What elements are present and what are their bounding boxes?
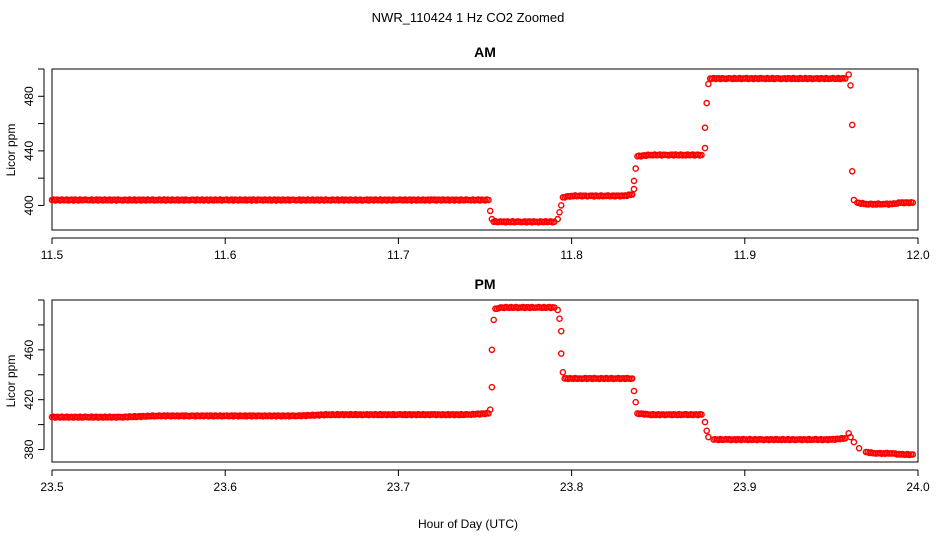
pm-y-tick-label: 420 bbox=[22, 389, 36, 409]
pm-data-point bbox=[630, 387, 638, 395]
am-data-point bbox=[630, 177, 638, 185]
pm-data-point bbox=[847, 433, 854, 441]
am-x-tick-label: 11.8 bbox=[560, 248, 583, 262]
pm-data-point bbox=[701, 418, 709, 426]
am-y-tick-label: 400 bbox=[22, 195, 36, 215]
am-data-point bbox=[557, 202, 565, 209]
am-data-point bbox=[847, 82, 854, 89]
pm-data-point bbox=[557, 350, 565, 357]
am-data-point bbox=[556, 208, 563, 216]
am-data-point bbox=[698, 151, 705, 159]
pm-data-point bbox=[628, 375, 636, 382]
pm-data-points bbox=[48, 303, 917, 459]
am-data-point bbox=[701, 144, 709, 152]
pm-panel: PM Licor ppm 23.5 23.6 23.7 23.8 23.9 24.0 380… bbox=[4, 276, 930, 494]
am-data-point bbox=[630, 185, 638, 193]
pm-panel-title: PM bbox=[475, 276, 496, 292]
pm-data-point bbox=[850, 438, 858, 446]
pm-x-tick-label: 23.7 bbox=[387, 480, 411, 494]
pm-data-point bbox=[909, 451, 917, 458]
pm-data-point bbox=[855, 444, 863, 452]
am-data-point bbox=[842, 75, 849, 82]
pm-data-point bbox=[486, 406, 494, 414]
x-axis-label: Hour of Day (UTC) bbox=[418, 517, 518, 531]
pm-x-tick-label: 23.8 bbox=[560, 480, 584, 494]
am-data-point bbox=[909, 199, 917, 206]
pm-data-point bbox=[554, 306, 562, 314]
am-data-point bbox=[628, 191, 636, 198]
am-y-axis-label: Licor ppm bbox=[4, 124, 18, 177]
am-data-point bbox=[486, 207, 494, 215]
pm-data-point bbox=[488, 346, 496, 354]
am-panel: AM Licor ppm 11.5 11.6 11.7 11.8 11.9 12.0 400… bbox=[4, 44, 930, 262]
pm-data-point bbox=[705, 433, 712, 441]
am-data-point bbox=[632, 165, 640, 172]
pm-y-tick-label: 460 bbox=[22, 340, 36, 360]
am-y-tick-label: 480 bbox=[22, 86, 36, 106]
pm-y-axis-label: Licor ppm bbox=[4, 355, 18, 408]
am-data-point bbox=[485, 196, 492, 204]
pm-x-tick-label: 23.6 bbox=[214, 480, 238, 494]
pm-x-tick-label: 23.5 bbox=[40, 480, 64, 494]
pm-data-point bbox=[488, 383, 496, 391]
pm-plot-frame bbox=[51, 299, 919, 463]
pm-x-tick-label: 24.0 bbox=[906, 480, 930, 494]
am-data-point bbox=[703, 99, 711, 107]
am-data-point bbox=[848, 167, 856, 175]
am-x-tick-label: 11.7 bbox=[387, 248, 410, 262]
pm-data-point bbox=[490, 316, 498, 324]
figure-title: NWR_110424 1 Hz CO2 Zoomed bbox=[372, 10, 565, 25]
am-data-point bbox=[554, 215, 562, 223]
am-panel-title: AM bbox=[474, 44, 496, 60]
am-data-points bbox=[48, 71, 917, 226]
am-data-point bbox=[701, 124, 709, 131]
am-plot-frame bbox=[51, 68, 919, 231]
am-data-point bbox=[845, 71, 853, 78]
pm-data-point bbox=[703, 427, 711, 435]
am-x-tick-label: 12.0 bbox=[906, 248, 930, 262]
pm-data-point bbox=[556, 315, 563, 323]
pm-data-point bbox=[698, 411, 705, 418]
pm-data-point bbox=[557, 327, 565, 335]
am-x-tick-label: 11.5 bbox=[41, 248, 64, 262]
am-data-point bbox=[848, 121, 856, 129]
pm-data-point bbox=[632, 398, 640, 406]
pm-y-tick-label: 380 bbox=[22, 439, 36, 459]
am-x-tick-label: 11.6 bbox=[214, 248, 237, 262]
pm-x-tick-label: 23.9 bbox=[733, 480, 757, 494]
am-data-point bbox=[705, 80, 712, 88]
pm-data-point bbox=[559, 368, 567, 376]
am-y-tick-label: 440 bbox=[22, 141, 36, 161]
am-x-tick-label: 11.9 bbox=[734, 248, 757, 262]
